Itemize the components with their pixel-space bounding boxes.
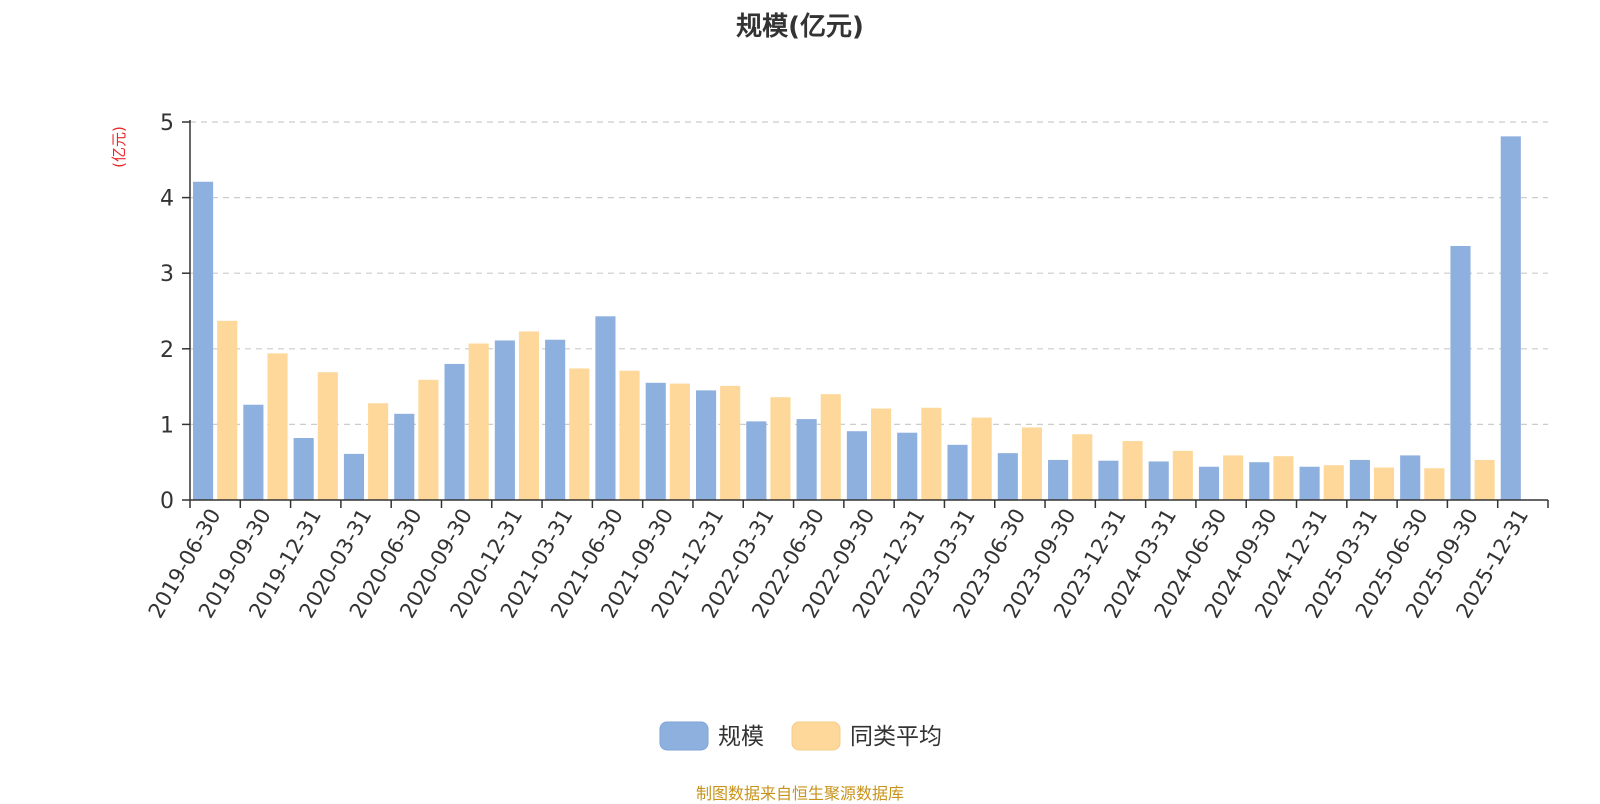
y-axis-label: (亿元) xyxy=(110,126,128,168)
bar-peer-average xyxy=(418,379,439,500)
bar-peer-average xyxy=(1273,456,1294,500)
bar-scale xyxy=(846,431,867,500)
bar-peer-average xyxy=(971,417,992,500)
bar-peer-average xyxy=(820,394,841,500)
bar-peer-average xyxy=(921,407,942,500)
bar-peer-average xyxy=(1021,427,1043,500)
bar-scale xyxy=(796,419,817,500)
y-tick-label: 1 xyxy=(160,413,174,438)
bar-peer-average xyxy=(1172,450,1193,500)
legend: 规模 同类平均 xyxy=(659,721,942,751)
bar-peer-average xyxy=(669,383,690,500)
bar-scale xyxy=(1500,136,1521,500)
bar-scale xyxy=(494,340,515,500)
bar-scale xyxy=(1249,462,1270,500)
y-tick-label: 5 xyxy=(160,111,174,136)
bar-peer-average xyxy=(1424,468,1445,500)
source-note: 制图数据来自恒生聚源数据库 xyxy=(695,784,904,803)
bar-peer-average xyxy=(1223,455,1244,500)
bar-peer-average xyxy=(619,370,640,500)
bar-peer-average xyxy=(1323,465,1344,500)
bar-scale xyxy=(645,382,666,500)
legend-label-scale[interactable]: 规模 xyxy=(718,724,764,750)
y-tick-labels: 0 1 2 3 4 5 xyxy=(160,111,174,514)
bar-scale xyxy=(695,390,717,500)
bar-scale xyxy=(394,413,415,500)
y-tick-label: 0 xyxy=(160,489,174,514)
bar-peer-average xyxy=(1474,459,1495,500)
bar-peer-average xyxy=(720,385,741,500)
bar-scale xyxy=(947,444,968,500)
bar-peer-average xyxy=(317,372,338,500)
bar-scale xyxy=(444,363,465,500)
bar-scale xyxy=(746,421,767,500)
grid-lines xyxy=(190,121,1548,425)
bar-scale xyxy=(997,453,1018,500)
bar-peer-average xyxy=(569,368,590,500)
bar-scale xyxy=(1098,460,1119,500)
bar-scale xyxy=(1148,461,1169,500)
legend-label-peer-average[interactable]: 同类平均 xyxy=(850,724,942,750)
bar-scale xyxy=(1450,245,1471,500)
bar-scale xyxy=(545,339,566,500)
chart-title: 规模(亿元) xyxy=(736,12,864,42)
bar-scale xyxy=(343,453,365,500)
bar-peer-average xyxy=(518,331,540,500)
y-tick-label: 4 xyxy=(160,187,174,212)
bar-scale xyxy=(1198,466,1220,500)
bar-scale xyxy=(1349,459,1370,500)
bars xyxy=(193,136,1521,500)
bar-scale xyxy=(1400,455,1421,500)
legend-swatch-peer-average[interactable] xyxy=(791,721,841,751)
bar-peer-average xyxy=(1072,434,1093,500)
bar-scale xyxy=(193,181,214,500)
bar-peer-average xyxy=(871,408,892,500)
bar-peer-average xyxy=(217,320,238,500)
legend-swatch-scale[interactable] xyxy=(659,721,709,751)
bar-scale xyxy=(595,316,616,500)
bar-peer-average xyxy=(770,397,791,500)
axes xyxy=(182,120,1549,508)
bar-scale xyxy=(1048,459,1069,500)
bar-scale xyxy=(897,432,918,500)
bar-peer-average xyxy=(1373,467,1395,500)
y-tick-label: 3 xyxy=(160,262,174,287)
bar-scale xyxy=(293,438,314,500)
bar-peer-average xyxy=(368,403,389,500)
bar-peer-average xyxy=(468,343,489,500)
y-tick-label: 2 xyxy=(160,338,174,363)
bar-peer-average xyxy=(1122,441,1143,500)
bar-scale xyxy=(243,404,264,500)
x-tick-labels: 2019-06-302019-09-302019-12-312020-03-31… xyxy=(144,504,1534,622)
bar-scale xyxy=(1299,466,1320,500)
bar-peer-average xyxy=(267,353,288,500)
